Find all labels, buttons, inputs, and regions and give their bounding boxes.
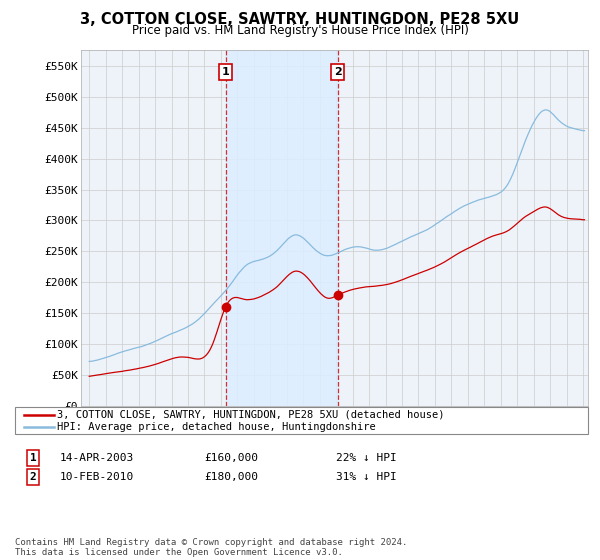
Text: 2: 2: [334, 67, 341, 77]
Text: 22% ↓ HPI: 22% ↓ HPI: [336, 453, 397, 463]
Text: £180,000: £180,000: [204, 472, 258, 482]
Text: 1: 1: [29, 453, 37, 463]
Text: £160,000: £160,000: [204, 453, 258, 463]
Text: 2: 2: [29, 472, 37, 482]
Text: Contains HM Land Registry data © Crown copyright and database right 2024.
This d: Contains HM Land Registry data © Crown c…: [15, 538, 407, 557]
Text: 14-APR-2003: 14-APR-2003: [60, 453, 134, 463]
Text: 10-FEB-2010: 10-FEB-2010: [60, 472, 134, 482]
Bar: [226, 50, 338, 406]
Text: 31% ↓ HPI: 31% ↓ HPI: [336, 472, 397, 482]
Text: HPI: Average price, detached house, Huntingdonshire: HPI: Average price, detached house, Hunt…: [57, 422, 376, 432]
Text: 1: 1: [221, 67, 229, 77]
Text: 3, COTTON CLOSE, SAWTRY, HUNTINGDON, PE28 5XU (detached house): 3, COTTON CLOSE, SAWTRY, HUNTINGDON, PE2…: [57, 410, 445, 420]
Text: 3, COTTON CLOSE, SAWTRY, HUNTINGDON, PE28 5XU: 3, COTTON CLOSE, SAWTRY, HUNTINGDON, PE2…: [80, 12, 520, 27]
Text: Price paid vs. HM Land Registry's House Price Index (HPI): Price paid vs. HM Land Registry's House …: [131, 24, 469, 36]
